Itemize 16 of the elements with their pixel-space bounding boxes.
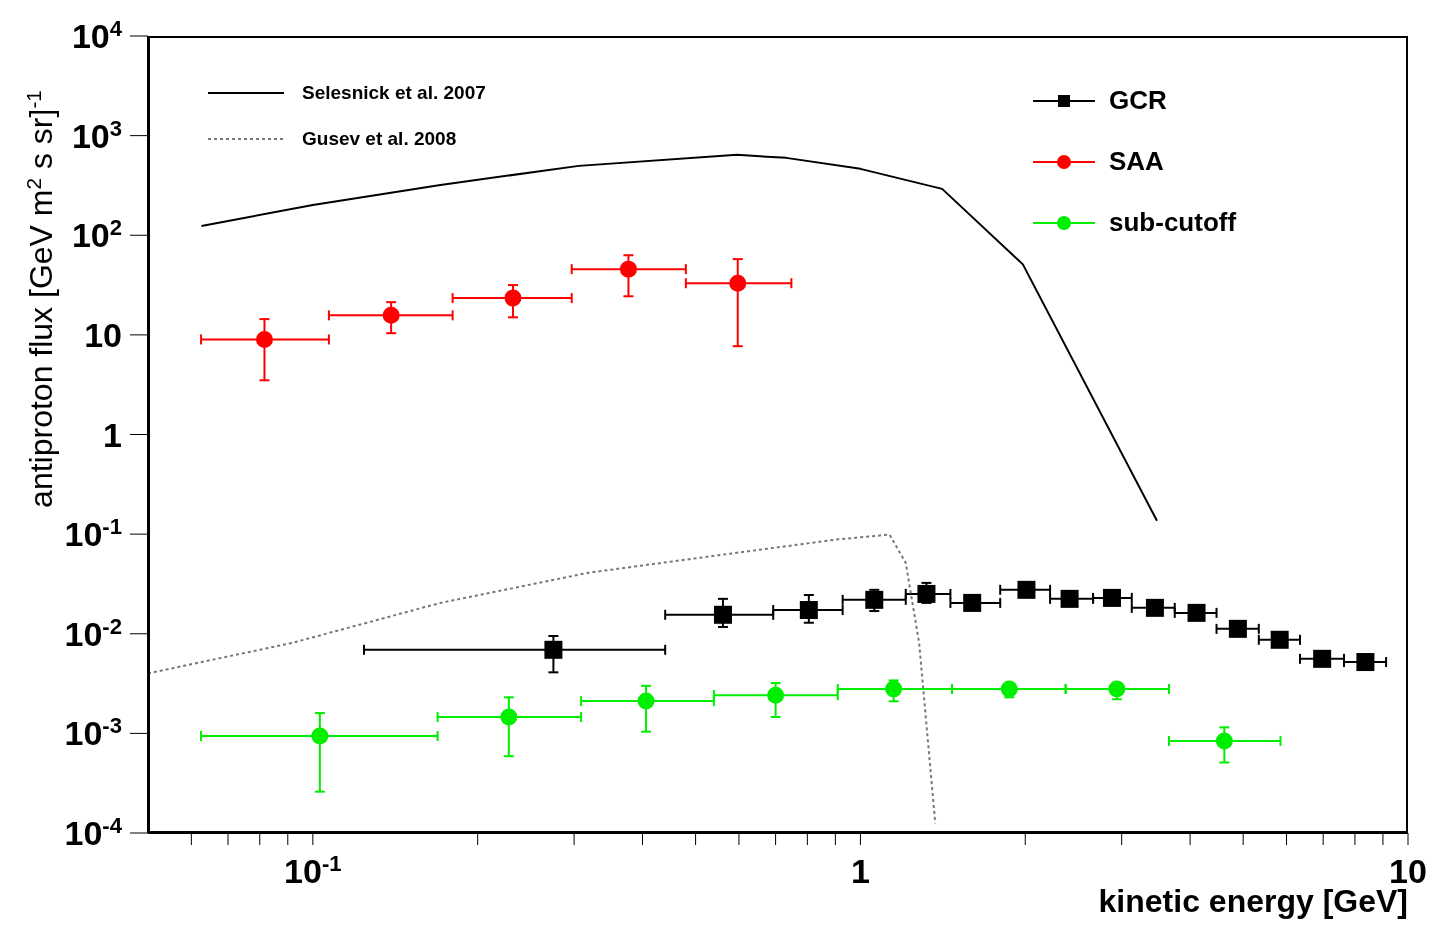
y-tick-label: 10$^{2}$ (71, 214, 122, 255)
y-tick-label: 10$^{-2}$ (64, 613, 122, 653)
legend-label: Selesnick et al. 2007 (302, 82, 486, 104)
y-tick-label: 10$^{-3}$ (64, 712, 122, 753)
legend-label: sub-cutoff (1109, 207, 1237, 238)
legend-label: Gusev et al. 2008 (302, 128, 457, 150)
y-tick-label: 10$^{-4}$ (64, 812, 123, 852)
legend-label: SAA (1109, 146, 1164, 177)
x-tick-label: 1 (850, 852, 870, 890)
y-tick-label: 10$^{-1}$ (64, 513, 122, 554)
y-tick-label: 1 (103, 415, 122, 454)
y-tick-label: 10$^{4}$ (71, 15, 123, 55)
legend-label: GCR (1109, 85, 1167, 116)
x-tick-label: 10$^{-1}$ (284, 850, 342, 890)
y-tick-label: 10$^{3}$ (71, 115, 122, 155)
y-tick-label: 10 (84, 315, 122, 354)
